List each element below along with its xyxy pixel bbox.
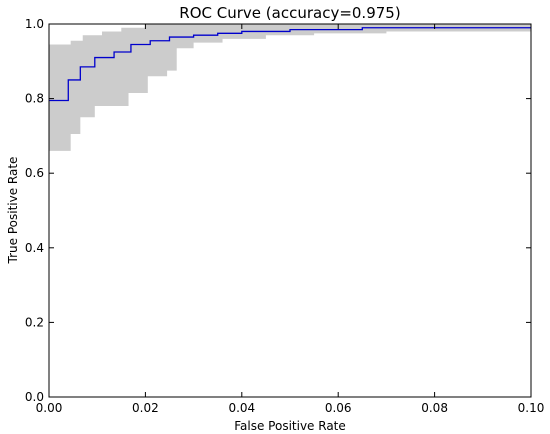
y-tick-label: 1.0: [25, 17, 44, 31]
x-axis-label: False Positive Rate: [234, 419, 346, 433]
confidence-band: [49, 24, 531, 151]
axis-ticks: 0.00 0.02 0.04 0.06 0.08 0.10 0.0 0.2 0.4 0.6 0.8 1…: [25, 17, 544, 415]
x-tick-label: 0.08: [421, 401, 448, 415]
chart-title: ROC Curve (accuracy=0.975): [179, 4, 400, 22]
plot-frame: [48, 23, 532, 398]
x-tick-label: 0.00: [36, 401, 63, 415]
y-tick-label: 0.6: [25, 166, 44, 180]
y-tick-label: 0.8: [25, 92, 44, 106]
y-axis-label: True Positive Rate: [6, 157, 20, 265]
roc-series-line-0: [49, 27, 531, 102]
x-tick-label: 0.10: [518, 401, 545, 415]
y-tick-label: 0.0: [25, 390, 44, 404]
x-tick-label: 0.06: [325, 401, 352, 415]
plot-area: [49, 24, 531, 151]
x-tick-label: 0.04: [228, 401, 255, 415]
x-tick-label: 0.02: [132, 401, 159, 415]
y-tick-label: 0.4: [25, 241, 44, 255]
y-tick-label: 0.2: [25, 315, 44, 329]
